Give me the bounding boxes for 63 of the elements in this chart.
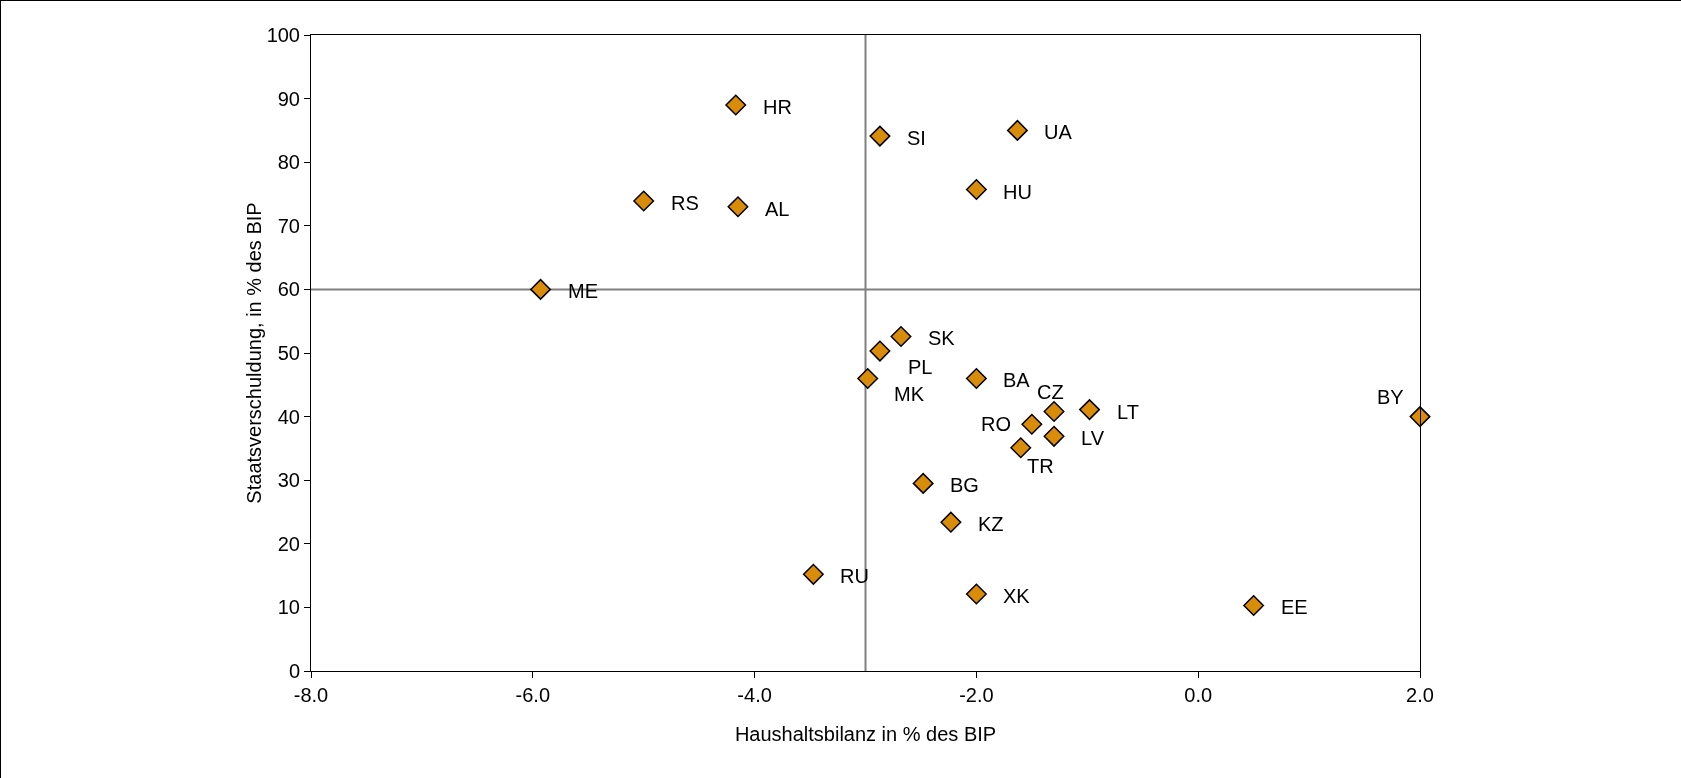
point bbox=[1043, 425, 1065, 447]
point bbox=[1043, 401, 1065, 423]
x-tick-label: -2.0 bbox=[959, 684, 994, 706]
point bbox=[1006, 119, 1028, 141]
point bbox=[965, 583, 987, 605]
y-tick-label: 90 bbox=[277, 87, 300, 110]
annotation: ME bbox=[568, 280, 598, 302]
point bbox=[633, 190, 655, 212]
point bbox=[869, 340, 891, 362]
annotation: RS bbox=[671, 192, 699, 214]
point bbox=[869, 125, 891, 147]
annotation: TR bbox=[1027, 455, 1054, 477]
point bbox=[1243, 594, 1265, 616]
point bbox=[965, 367, 987, 389]
point bbox=[912, 472, 934, 494]
annotation: BA bbox=[1003, 369, 1031, 391]
x-tick-label: 2.0 bbox=[1406, 684, 1434, 706]
x-axis-title: Haushaltsbilanz in % des BIP bbox=[734, 723, 997, 745]
y-tick-label: 40 bbox=[277, 405, 300, 428]
point bbox=[940, 511, 962, 533]
annotation: UA bbox=[1044, 121, 1073, 143]
y-tick-label: 50 bbox=[277, 342, 300, 364]
y-tick-label: 30 bbox=[277, 469, 300, 492]
point bbox=[727, 196, 749, 218]
y-tick-label: 80 bbox=[277, 151, 300, 174]
annotation: LV bbox=[1081, 427, 1105, 449]
y-tick-label: 20 bbox=[277, 532, 300, 555]
annotation: RU bbox=[840, 565, 869, 587]
annotation: LT bbox=[1117, 401, 1139, 423]
annotation: KZ bbox=[978, 513, 1004, 535]
annotation: BY bbox=[1377, 386, 1404, 408]
x-tick-label: -6.0 bbox=[515, 684, 551, 706]
annotation: HR bbox=[763, 96, 792, 118]
point bbox=[965, 179, 987, 201]
y-tick-label: 60 bbox=[277, 278, 300, 301]
point bbox=[857, 367, 879, 389]
x-tick-label: -4.0 bbox=[737, 684, 772, 706]
annotation: HU bbox=[1003, 181, 1032, 203]
point bbox=[1409, 406, 1431, 428]
y-tick-label: 70 bbox=[277, 214, 300, 237]
annotation: SK bbox=[928, 327, 956, 349]
y-tick-label: 100 bbox=[266, 24, 300, 46]
point bbox=[1010, 437, 1032, 459]
annotation: RO bbox=[981, 413, 1011, 435]
point bbox=[1021, 413, 1043, 435]
annotation: PL bbox=[908, 356, 933, 378]
annotation: SI bbox=[907, 127, 926, 149]
annotation: EE bbox=[1281, 596, 1308, 618]
annotation: MK bbox=[894, 383, 925, 405]
y-axis-title: Staatsverschuldung, in % des BIP bbox=[243, 202, 265, 504]
x-tick-label: -8.0 bbox=[293, 684, 329, 706]
annotation: BG bbox=[950, 474, 979, 496]
annotation: CZ bbox=[1037, 381, 1064, 403]
point bbox=[802, 563, 824, 585]
point bbox=[530, 278, 552, 300]
annotation: XK bbox=[1003, 585, 1031, 607]
point bbox=[890, 325, 912, 347]
y-tick-label: 10 bbox=[277, 596, 300, 619]
x-tick-label: 0.0 bbox=[1184, 684, 1213, 706]
point bbox=[1079, 399, 1101, 421]
annotation: AL bbox=[765, 198, 790, 220]
y-tick-label: 0 bbox=[288, 660, 300, 682]
point bbox=[725, 94, 747, 116]
